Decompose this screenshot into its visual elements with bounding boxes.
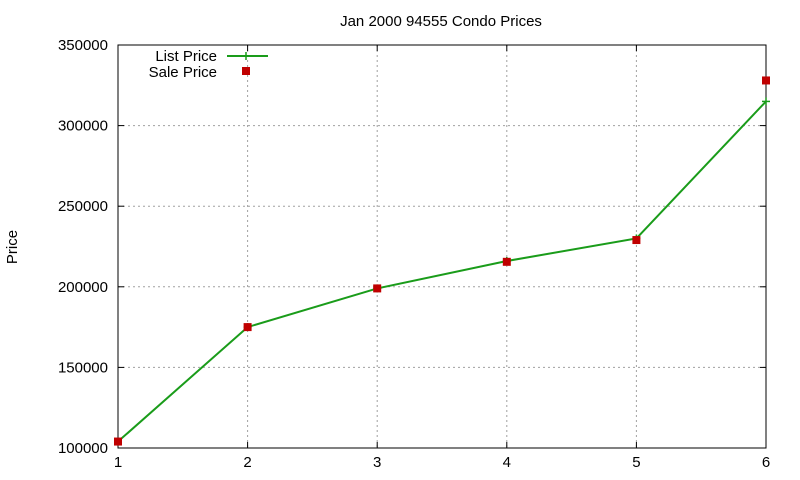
sale-price-point (373, 284, 382, 293)
y-tick-label: 100000 (58, 440, 108, 457)
chart-title: Jan 2000 94555 Condo Prices (340, 13, 542, 30)
legend: List Price Sale Price (149, 48, 268, 81)
x-tick-label: 4 (503, 454, 511, 471)
legend-label-list-price: List Price (155, 48, 217, 65)
series-line-list-price (117, 100, 767, 443)
y-tick-label: 300000 (58, 118, 108, 135)
x-tick-label: 2 (243, 454, 251, 471)
plot-frame (117, 44, 767, 449)
list-price-point (762, 97, 770, 106)
y-tick-label: 150000 (58, 359, 108, 376)
legend-label-sale-price: Sale Price (149, 64, 217, 81)
axis-ticks: 1 2 3 4 5 6 100000 150000 200000 250000 300000 3500… (58, 37, 770, 471)
x-tick-label: 5 (632, 454, 640, 471)
y-axis-label: Price (4, 230, 21, 264)
x-tick-label: 6 (762, 454, 770, 471)
sale-price-point (114, 437, 122, 446)
y-tick-label: 250000 (58, 198, 108, 215)
series-layer (114, 76, 770, 446)
sale-price-point (243, 323, 252, 332)
sale-price-point (632, 236, 641, 245)
legend-plus (242, 52, 250, 60)
sale-price-point (762, 76, 770, 85)
x-tick-label: 1 (114, 454, 122, 471)
legend-marker-list-price (242, 52, 250, 60)
y-tick-label: 200000 (58, 279, 108, 296)
y-tick-label: 350000 (58, 37, 108, 54)
legend-marker-sale-price (242, 67, 250, 75)
grid-lines (118, 45, 766, 448)
sale-price-point (502, 257, 511, 266)
x-tick-label: 3 (373, 454, 381, 471)
